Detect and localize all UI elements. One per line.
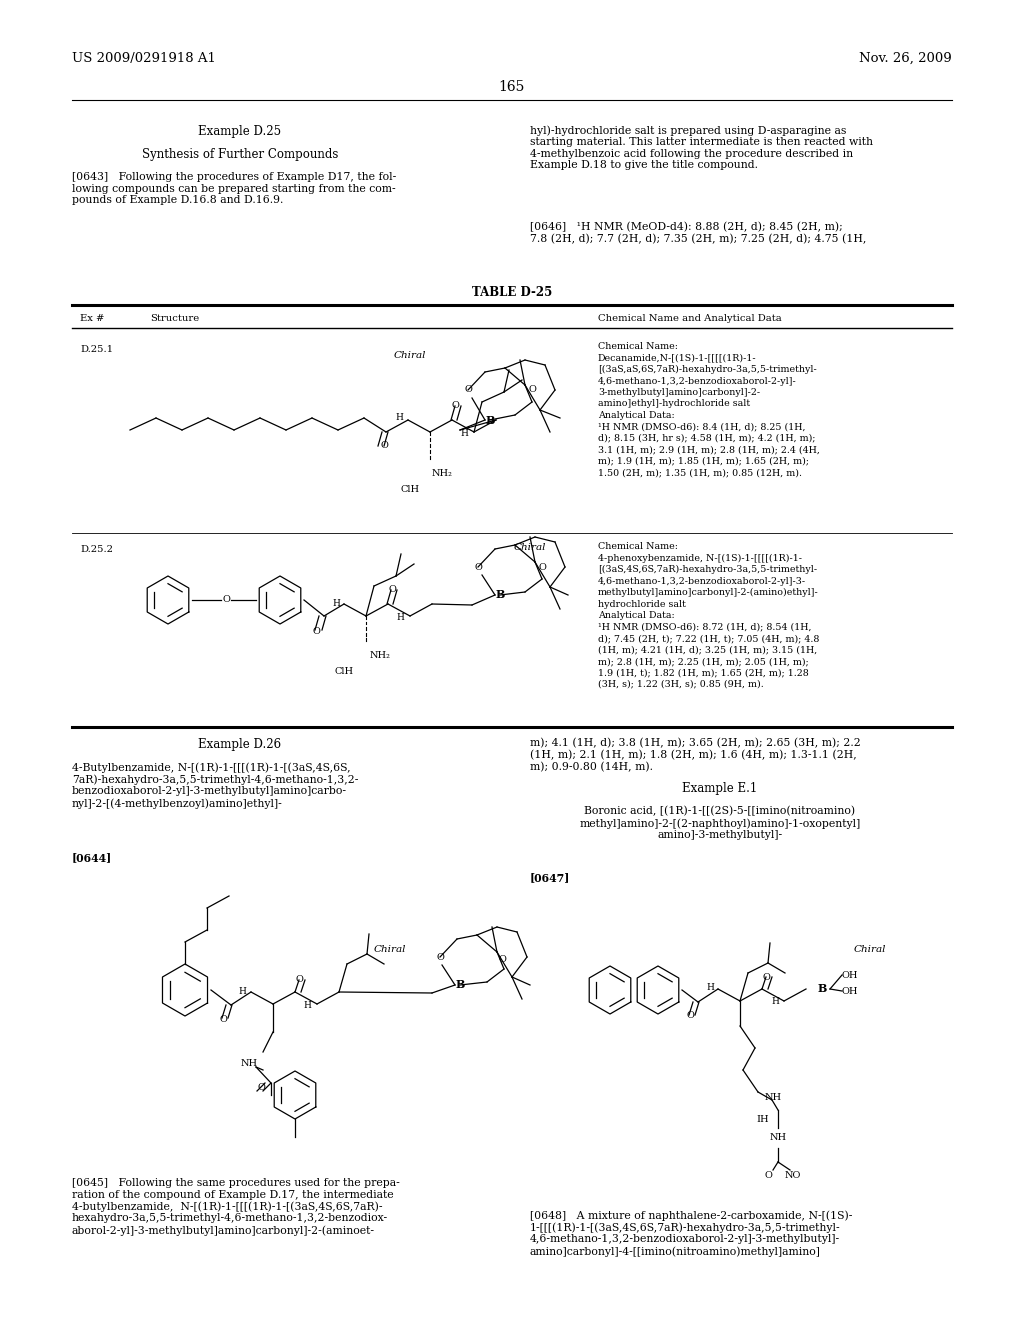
Text: B: B xyxy=(456,979,465,990)
Text: H: H xyxy=(396,612,403,622)
Text: TABLE D-25: TABLE D-25 xyxy=(472,286,552,300)
Text: O: O xyxy=(474,562,482,572)
Text: [0648]   A mixture of naphthalene-2-carboxamide, N-[(1S)-
1-[[[(1R)-1-[(3aS,4S,6: [0648] A mixture of naphthalene-2-carbox… xyxy=(530,1210,852,1257)
Text: Chemical Name:
Decanamide,N-[(1S)-1-[[[[(1R)-1-
[(3aS,aS,6S,7aR)-hexahydro-3a,5,: Chemical Name: Decanamide,N-[(1S)-1-[[[[… xyxy=(598,342,820,477)
Text: OH: OH xyxy=(842,970,858,979)
Text: O: O xyxy=(528,385,536,395)
Text: Chiral: Chiral xyxy=(394,351,426,359)
Text: Synthesis of Further Compounds: Synthesis of Further Compounds xyxy=(141,148,338,161)
Text: Chiral: Chiral xyxy=(854,945,886,954)
Text: [0646]   ¹H NMR (MeOD-d4): 8.88 (2H, d); 8.45 (2H, m);
7.8 (2H, d); 7.7 (2H, d);: [0646] ¹H NMR (MeOD-d4): 8.88 (2H, d); 8… xyxy=(530,222,866,244)
Text: 4-Butylbenzamide, N-[(1R)-1-[[[(1R)-1-[(3aS,4S,6S,
7aR)-hexahydro-3a,5,5-trimeth: 4-Butylbenzamide, N-[(1R)-1-[[[(1R)-1-[(… xyxy=(72,762,358,809)
Text: [0647]: [0647] xyxy=(530,873,570,883)
Text: Chiral: Chiral xyxy=(514,544,546,553)
Text: 165: 165 xyxy=(499,81,525,94)
Text: B: B xyxy=(485,414,495,425)
Text: Chemical Name:
4-phenoxybenzamide, N-[(1S)-1-[[[[(1R)-1-
[(3aS,4S,6S,7aR)-hexahy: Chemical Name: 4-phenoxybenzamide, N-[(1… xyxy=(598,543,819,689)
Text: O: O xyxy=(451,401,459,411)
Text: Chemical Name and Analytical Data: Chemical Name and Analytical Data xyxy=(598,314,781,323)
Text: [0645]   Following the same procedures used for the prepa-
ration of the compoun: [0645] Following the same procedures use… xyxy=(72,1177,399,1236)
Text: [0643]   Following the procedures of Example D17, the fol-
lowing compounds can : [0643] Following the procedures of Examp… xyxy=(72,172,396,205)
Text: OH: OH xyxy=(842,986,858,995)
Text: O: O xyxy=(257,1084,265,1093)
Text: Example E.1: Example E.1 xyxy=(682,781,758,795)
Text: H: H xyxy=(771,998,779,1006)
Text: O: O xyxy=(686,1011,694,1020)
Text: B: B xyxy=(496,590,505,601)
Text: O: O xyxy=(498,954,506,964)
Text: O: O xyxy=(219,1015,227,1023)
Text: D.25.1: D.25.1 xyxy=(80,345,113,354)
Text: Example D.25: Example D.25 xyxy=(199,125,282,139)
Text: NH₂: NH₂ xyxy=(432,470,453,479)
Text: O: O xyxy=(538,562,546,572)
Text: H: H xyxy=(460,429,468,438)
Text: H: H xyxy=(238,986,246,995)
Text: O: O xyxy=(222,595,230,605)
Text: Ex #: Ex # xyxy=(80,314,104,323)
Text: O: O xyxy=(762,973,770,982)
Text: Nov. 26, 2009: Nov. 26, 2009 xyxy=(859,51,952,65)
Text: B: B xyxy=(817,983,826,994)
Text: O: O xyxy=(464,385,472,395)
Text: O: O xyxy=(764,1171,772,1180)
Text: NH: NH xyxy=(769,1134,786,1143)
Text: NO: NO xyxy=(784,1171,801,1180)
Text: hyl)-hydrochloride salt is prepared using D-asparagine as
starting material. Thi: hyl)-hydrochloride salt is prepared usin… xyxy=(530,125,873,170)
Text: NH₂: NH₂ xyxy=(370,652,391,660)
Text: O: O xyxy=(436,953,444,961)
Text: O: O xyxy=(380,441,388,450)
Text: IH: IH xyxy=(757,1115,769,1125)
Text: NH: NH xyxy=(241,1060,258,1068)
Text: O: O xyxy=(388,586,396,594)
Text: ClH: ClH xyxy=(400,486,420,495)
Text: ClH: ClH xyxy=(335,667,353,676)
Text: NH: NH xyxy=(765,1093,781,1101)
Text: O: O xyxy=(312,627,319,635)
Text: O: O xyxy=(295,975,303,985)
Text: H: H xyxy=(303,1001,311,1010)
Text: Chiral: Chiral xyxy=(374,945,407,954)
Text: D.25.2: D.25.2 xyxy=(80,545,113,554)
Text: Example D.26: Example D.26 xyxy=(199,738,282,751)
Text: m); 4.1 (1H, d); 3.8 (1H, m); 3.65 (2H, m); 2.65 (3H, m); 2.2
(1H, m); 2.1 (1H, : m); 4.1 (1H, d); 3.8 (1H, m); 3.65 (2H, … xyxy=(530,738,861,772)
Text: [0644]: [0644] xyxy=(72,851,113,863)
Text: US 2009/0291918 A1: US 2009/0291918 A1 xyxy=(72,51,216,65)
Text: H: H xyxy=(707,983,714,993)
Text: Boronic acid, [(1R)-1-[[(2S)-5-[[imino(nitroamino)
methyl]amino]-2-[(2-naphthoyl: Boronic acid, [(1R)-1-[[(2S)-5-[[imino(n… xyxy=(580,807,860,841)
Text: H: H xyxy=(395,413,402,422)
Text: H: H xyxy=(332,598,340,607)
Text: Structure: Structure xyxy=(150,314,200,323)
